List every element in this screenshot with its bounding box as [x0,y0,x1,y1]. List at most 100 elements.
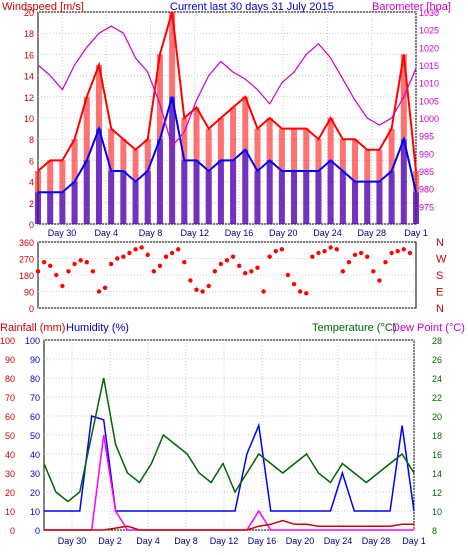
direction-point [310,254,315,259]
humidity-tick-label: 20 [30,488,40,498]
direction-point [35,269,41,274]
windspeed-tick-label: 16 [24,50,34,60]
humidity-tick-label: 30 [30,469,40,479]
rainfall-tick-label: 0 [10,526,15,536]
windspeed-tick-label: 8 [29,135,34,145]
windspeed-tick-label: 4 [29,178,34,188]
direction-point [395,248,400,254]
direction-point [377,278,382,283]
compass-tick-label: S [436,270,443,282]
barometer-tick-label: 980 [419,185,434,195]
wind-x-tick-label: Day 4 [94,228,118,238]
barometer-tick-label: 990 [419,149,434,159]
direction-point [212,269,218,274]
direction-point [163,254,169,259]
direction-point [176,247,181,252]
direction-point [401,247,407,252]
humidity-tick-label: 70 [30,393,40,403]
temp-plot-area [43,339,415,531]
humidity-tick-label: 0 [35,526,40,536]
humidity-tick-label: 80 [30,374,40,384]
rainfall-axis-label: Rainfall (mm) [0,322,65,334]
direction-point [139,245,144,250]
series-barometer-line [37,25,417,148]
direction-point [358,250,364,256]
series-humidity-line [44,415,415,512]
direction-point [365,254,370,259]
rainfall-tick-label: 90 [5,355,15,365]
rainfall-tick-label: 80 [5,374,15,384]
direction-point [151,269,157,274]
chart-marks [35,11,419,531]
temp-x-tick-label: Day 24 [324,536,353,546]
direction-point [218,261,224,267]
humidity-axis-label: Humidity (%) [66,322,129,334]
direction-point [194,287,199,292]
direction-point [54,272,59,278]
direction-point [389,250,394,256]
humidity-tick-label: 50 [30,431,40,441]
temp-x-tick-label: Day 4 [136,536,160,546]
direction-tick-label: 360 [19,238,34,248]
barometer-tick-label: 1025 [419,26,439,36]
direction-point [371,269,376,274]
direction-point [322,248,327,254]
rainfall-tick-label: 20 [5,488,15,498]
direction-point [224,258,230,263]
temp-x-tick-label: Day 12 [210,536,239,546]
direction-point [304,291,309,296]
direction-point [285,272,291,278]
direction-point [157,263,163,269]
direction-point [279,247,285,252]
temperature-tick-label: 20 [432,412,442,422]
wind-x-tick-label: Day 20 [269,228,298,238]
direction-point [90,269,96,274]
direction-point [84,259,89,265]
direction-tick-label: 270 [19,255,34,265]
humidity-tick-label: 10 [30,507,40,517]
temperature-tick-label: 28 [432,336,442,346]
direction-point [108,261,114,267]
wind-x-tick-label: Day 8 [139,228,163,238]
series-temperature-line [43,377,415,503]
series-rainfall-line [44,519,414,531]
windspeed-tick-label: 6 [29,156,34,166]
compass-tick-label: W [436,254,447,266]
direction-point [267,254,272,259]
direction-point [352,252,358,258]
windspeed-tick-label: 14 [24,72,34,82]
windspeed-tick-label: 2 [29,199,34,209]
direction-point [346,259,352,265]
direction-point [96,289,102,294]
direction-point [383,259,388,265]
barometer-tick-label: 1015 [419,61,439,71]
direction-point [340,269,346,274]
temperature-tick-label: 8 [432,526,437,536]
direction-point [297,289,303,294]
direction-point [316,250,321,256]
temp-x-tick-label: Day 16 [248,536,277,546]
tick-labels: 0246810121416182097598098599099510001005… [0,8,447,546]
direction-point [78,258,83,263]
temperature-tick-label: 16 [432,450,442,460]
rainfall-tick-label: 60 [5,412,15,422]
direction-point [127,250,132,256]
wind-x-tick-label: Day 30 [48,228,77,238]
temp-x-tick-label: Day 8 [174,536,198,546]
humidity-tick-label: 60 [30,412,40,422]
temperature-tick-label: 18 [432,431,442,441]
wind-x-tick-label: Day 16 [225,228,254,238]
direction-point [102,285,108,291]
humidity-tick-label: 90 [30,355,40,365]
direction-point [72,261,77,267]
direction-point [291,281,297,287]
direction-point [243,270,248,276]
direction-point [334,247,339,252]
compass-tick-label: N [436,303,444,315]
barometer-tick-label: 1005 [419,96,439,106]
temp-x-tick-label: Day 30 [58,536,87,546]
rainfall-tick-label: 50 [5,431,15,441]
rainfall-tick-label: 10 [5,507,15,517]
temp-x-tick-label: Day 20 [286,536,315,546]
